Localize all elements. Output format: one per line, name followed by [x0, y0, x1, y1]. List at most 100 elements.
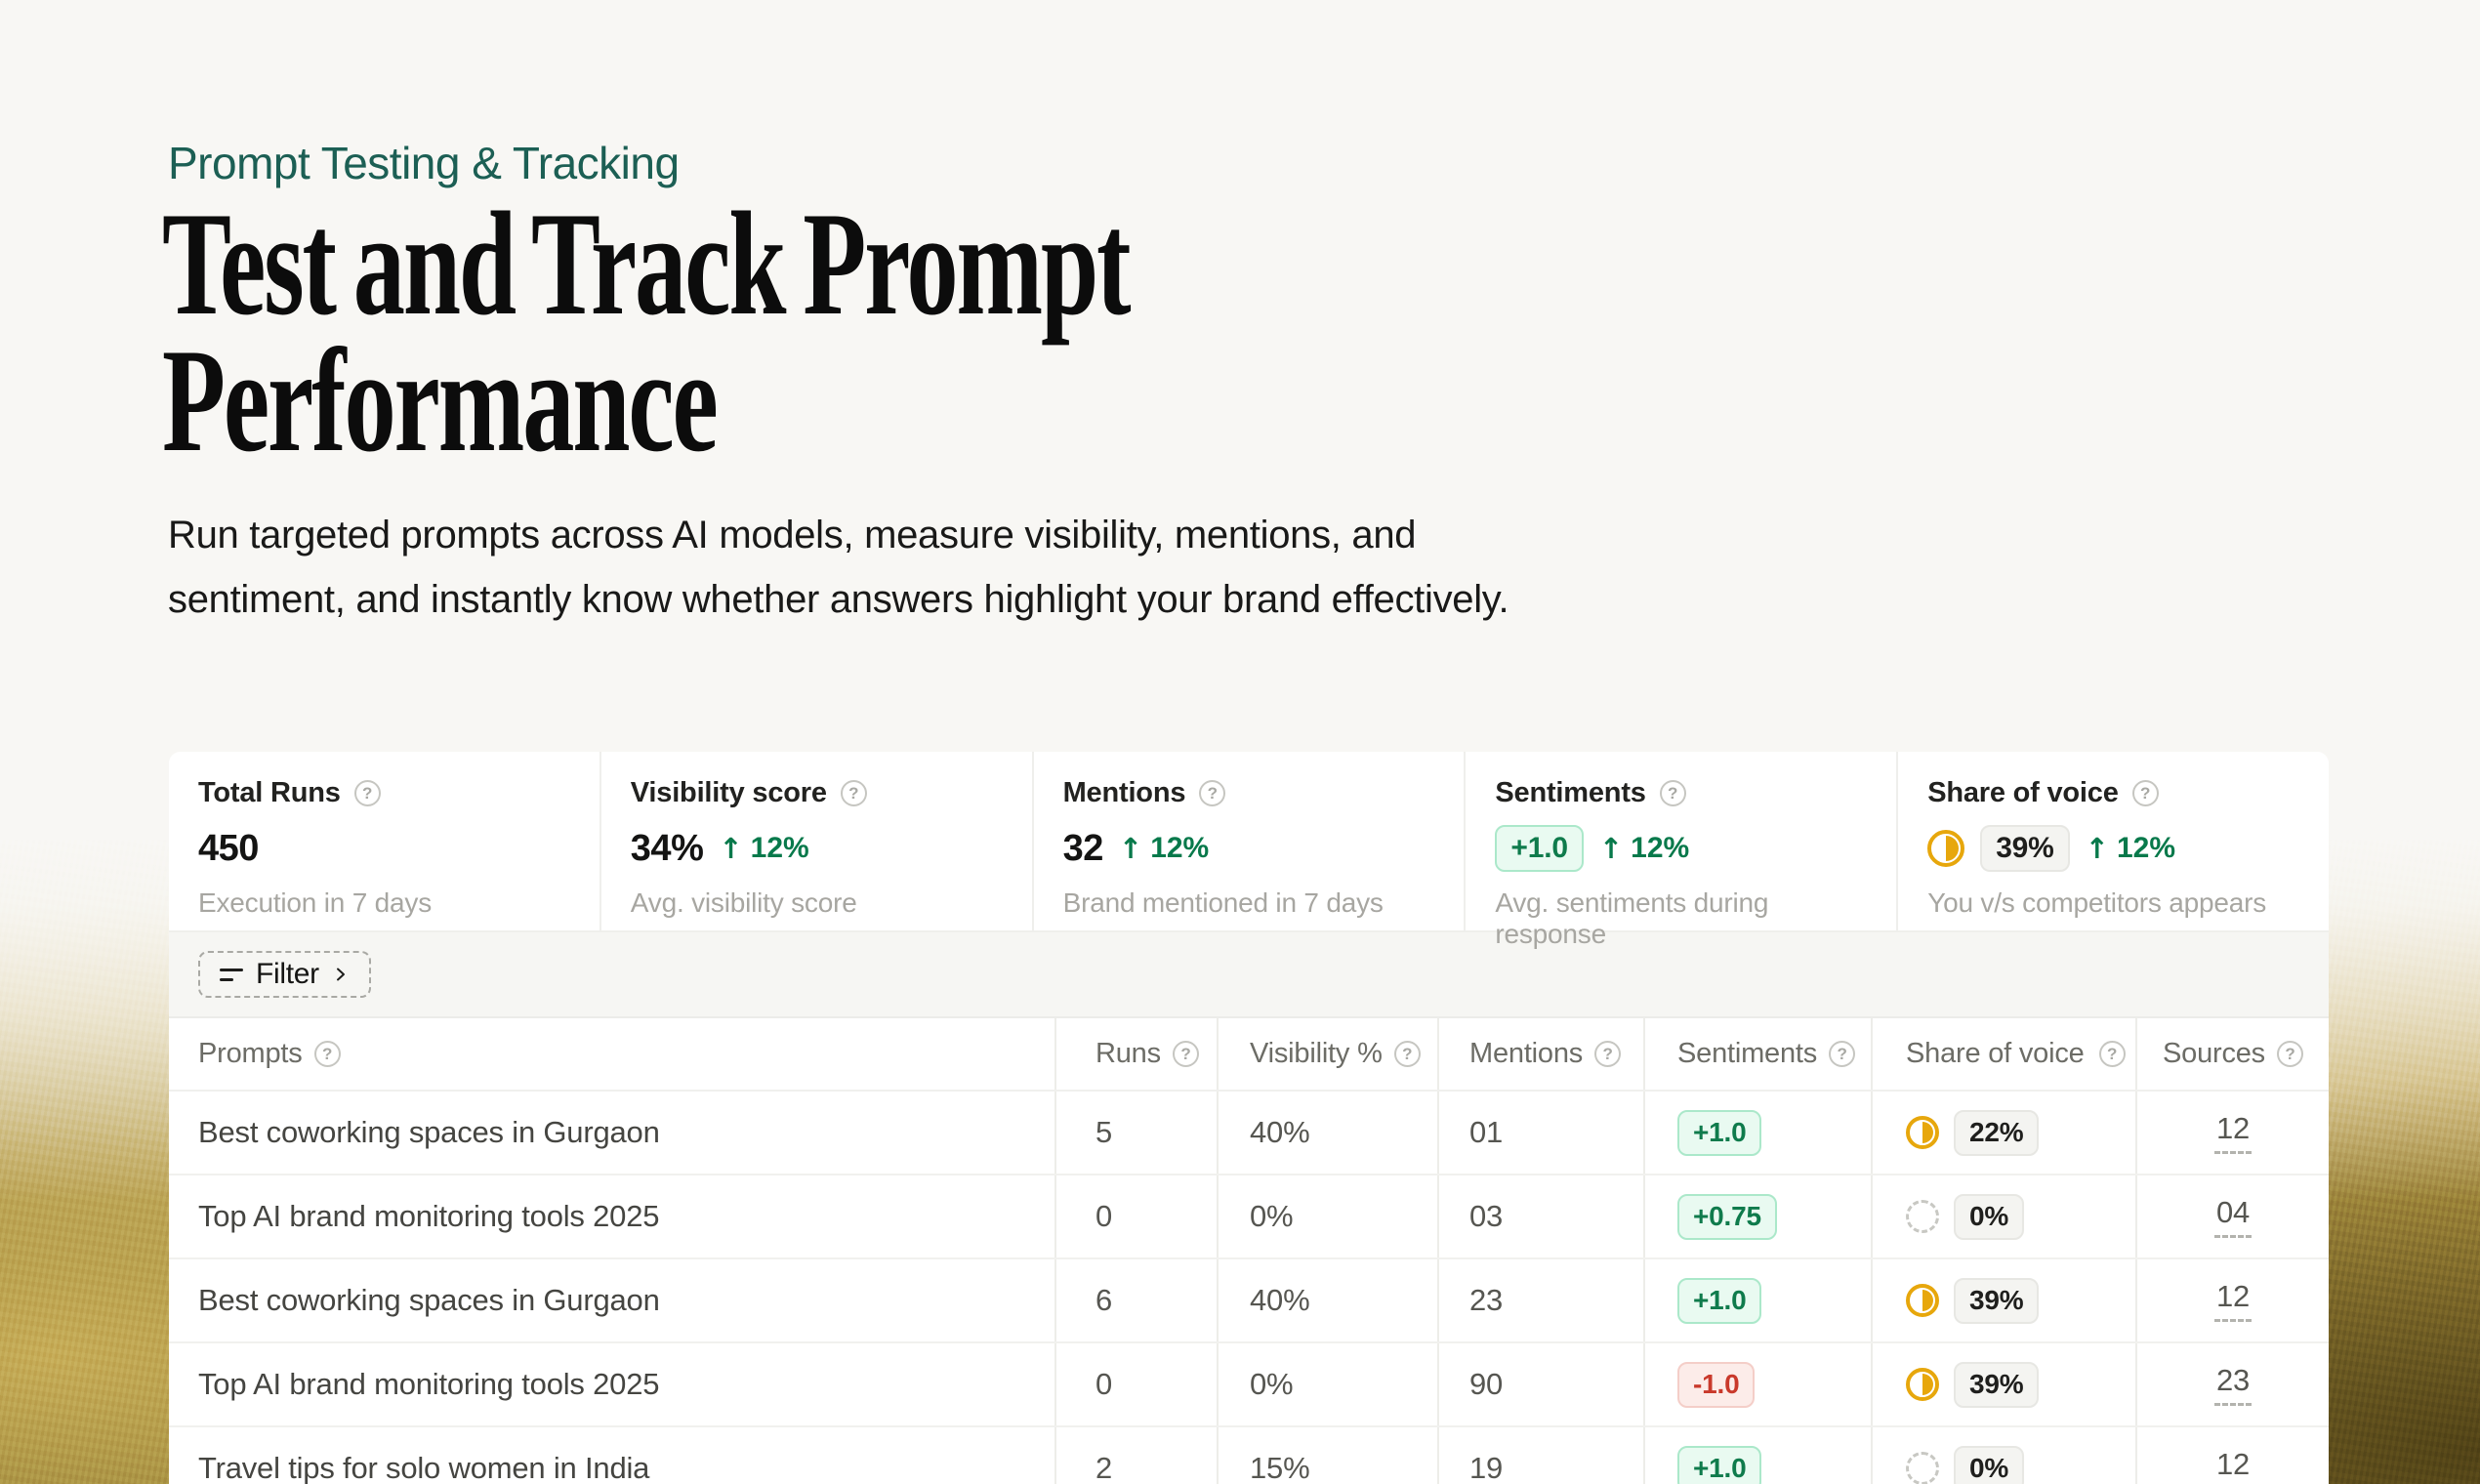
share-of-voice-cell: 0% [1871, 1175, 2135, 1257]
help-icon[interactable]: ? [840, 780, 867, 806]
column-header-prompts[interactable]: Prompts ? [169, 1018, 1054, 1090]
stat-value: 450 [198, 827, 259, 869]
filter-lines-icon [220, 968, 243, 981]
sentiment-badge: +1.0 [1677, 1277, 1762, 1324]
runs-value: 5 [1095, 1115, 1113, 1149]
sentiment-badge: +1.0 [1677, 1445, 1762, 1484]
dashed-circle-icon [1906, 1452, 1939, 1484]
stat-caption: Avg. visibility score [630, 887, 857, 918]
share-of-voice-value: 39% [1954, 1361, 2040, 1408]
help-icon[interactable]: ? [1199, 780, 1226, 806]
column-header-runs[interactable]: Runs ? [1054, 1018, 1217, 1090]
sources-link[interactable]: 12 [2213, 1279, 2253, 1322]
stat-card-visibility-score: Visibility score ? 34% ↑ 12% Avg. visibi… [601, 752, 1034, 930]
mentions-cell: 19 [1437, 1427, 1643, 1484]
up-arrow-icon: ↑ [1598, 832, 1624, 865]
runs-value: 0 [1095, 1367, 1113, 1401]
visibility-value: 15% [1250, 1451, 1310, 1484]
column-label: Runs [1095, 1038, 1161, 1069]
stat-change: ↑ 12% [1599, 832, 1689, 865]
prompt-cell: Top AI brand monitoring tools 2025 [169, 1343, 1054, 1425]
table-row[interactable]: Best coworking spaces in Gurgaon 5 40% 0… [169, 1092, 2329, 1175]
help-icon[interactable]: ? [1829, 1041, 1856, 1067]
help-icon[interactable]: ? [2277, 1041, 2303, 1067]
filter-button[interactable]: Filter [198, 951, 371, 998]
stat-change-value: 12% [1150, 832, 1210, 864]
chevron-right-icon [336, 968, 345, 981]
sentiment-cell: +1.0 [1643, 1092, 1871, 1174]
stat-label: Sentiments [1495, 777, 1646, 808]
sources-link[interactable]: 04 [2213, 1195, 2253, 1238]
runs-cell: 5 [1054, 1092, 1217, 1174]
share-of-voice-cell: 0% [1871, 1427, 2135, 1484]
sources-cell: 12 [2135, 1259, 2329, 1341]
sources-link[interactable]: 23 [2213, 1363, 2253, 1406]
visibility-value: 0% [1250, 1199, 1294, 1233]
column-label: Sources [2163, 1038, 2265, 1069]
sources-link[interactable]: 12 [2213, 1111, 2253, 1154]
mentions-value: 19 [1469, 1451, 1504, 1484]
stat-caption: Avg. sentiments during response [1495, 887, 1769, 949]
help-icon[interactable]: ? [2131, 780, 2159, 806]
half-circle-icon [1906, 1368, 1939, 1401]
help-icon[interactable]: ? [1172, 1041, 1199, 1067]
help-icon[interactable]: ? [1393, 1041, 1421, 1067]
column-header-sources[interactable]: Sources ? [2135, 1018, 2329, 1090]
table-row[interactable]: Top AI brand monitoring tools 2025 0 0% … [169, 1175, 2329, 1259]
stat-change: ↑ 12% [2086, 832, 2175, 865]
up-arrow-icon: ↑ [719, 832, 743, 865]
sentiment-badge: +1.0 [1495, 825, 1584, 872]
stat-card-sentiments: Sentiments ? +1.0 ↑ 12% Avg. sentiments … [1466, 752, 1899, 949]
help-icon[interactable]: ? [1659, 780, 1686, 806]
mentions-cell: 23 [1437, 1259, 1643, 1341]
mentions-value: 03 [1469, 1199, 1504, 1233]
table-row[interactable]: Best coworking spaces in Gurgaon 6 40% 2… [169, 1259, 2329, 1343]
help-icon[interactable]: ? [2098, 1041, 2126, 1067]
column-header-mentions[interactable]: Mentions ? [1437, 1018, 1643, 1090]
help-icon[interactable]: ? [313, 1041, 341, 1067]
runs-value: 6 [1095, 1283, 1113, 1317]
table-row[interactable]: Travel tips for solo women in India 2 15… [169, 1427, 2329, 1484]
filter-bar: Filter [169, 930, 2329, 1018]
sentiment-cell: +1.0 [1643, 1427, 1871, 1484]
runs-value: 0 [1095, 1199, 1113, 1233]
help-icon[interactable]: ? [1594, 1041, 1622, 1067]
share-of-voice-value: 39% [1954, 1277, 2040, 1324]
runs-cell: 6 [1054, 1259, 1217, 1341]
column-header-visibility[interactable]: Visibility % ? [1217, 1018, 1437, 1090]
visibility-cell: 15% [1217, 1427, 1437, 1484]
column-header-sentiments[interactable]: Sentiments ? [1643, 1018, 1871, 1090]
stat-caption: You v/s competitors appears [1927, 887, 2267, 918]
prompt-text: Best coworking spaces in Gurgaon [198, 1283, 660, 1317]
stat-change: ↑ 12% [1119, 832, 1209, 865]
column-header-share-of-voice[interactable]: Share of voice ? [1871, 1018, 2135, 1090]
share-of-voice-cell: 39% [1871, 1343, 2135, 1425]
prompt-text: Best coworking spaces in Gurgaon [198, 1115, 660, 1149]
prompt-cell: Top AI brand monitoring tools 2025 [169, 1175, 1054, 1257]
stat-card-total-runs: Total Runs ? 450 Execution in 7 days [169, 752, 601, 930]
prompt-text: Travel tips for solo women in India [198, 1451, 650, 1484]
prompt-cell: Best coworking spaces in Gurgaon [169, 1092, 1054, 1174]
sentiment-badge: +1.0 [1677, 1109, 1762, 1156]
half-circle-icon [1906, 1284, 1939, 1317]
sentiment-badge: -1.0 [1677, 1361, 1756, 1408]
sources-link[interactable]: 12 [2214, 1447, 2252, 1484]
sentiment-badge: +0.75 [1677, 1193, 1777, 1240]
column-label: Prompts [198, 1038, 303, 1069]
sources-cell: 23 [2135, 1343, 2329, 1425]
table-row[interactable]: Top AI brand monitoring tools 2025 0 0% … [169, 1343, 2329, 1427]
runs-cell: 0 [1054, 1343, 1217, 1425]
up-arrow-icon: ↑ [1118, 832, 1143, 865]
share-of-voice-value: 39% [1980, 825, 2070, 872]
help-icon[interactable]: ? [353, 780, 381, 806]
stat-value: 34% [630, 827, 704, 869]
stat-change: ↑ 12% [719, 832, 808, 865]
visibility-value: 40% [1250, 1283, 1310, 1317]
runs-cell: 2 [1054, 1427, 1217, 1484]
stat-caption: Execution in 7 days [198, 887, 433, 918]
runs-value: 2 [1095, 1451, 1113, 1484]
visibility-cell: 40% [1217, 1259, 1437, 1341]
sources-cell: 04 [2135, 1175, 2329, 1257]
sentiment-cell: -1.0 [1643, 1343, 1871, 1425]
mentions-cell: 03 [1437, 1175, 1643, 1257]
